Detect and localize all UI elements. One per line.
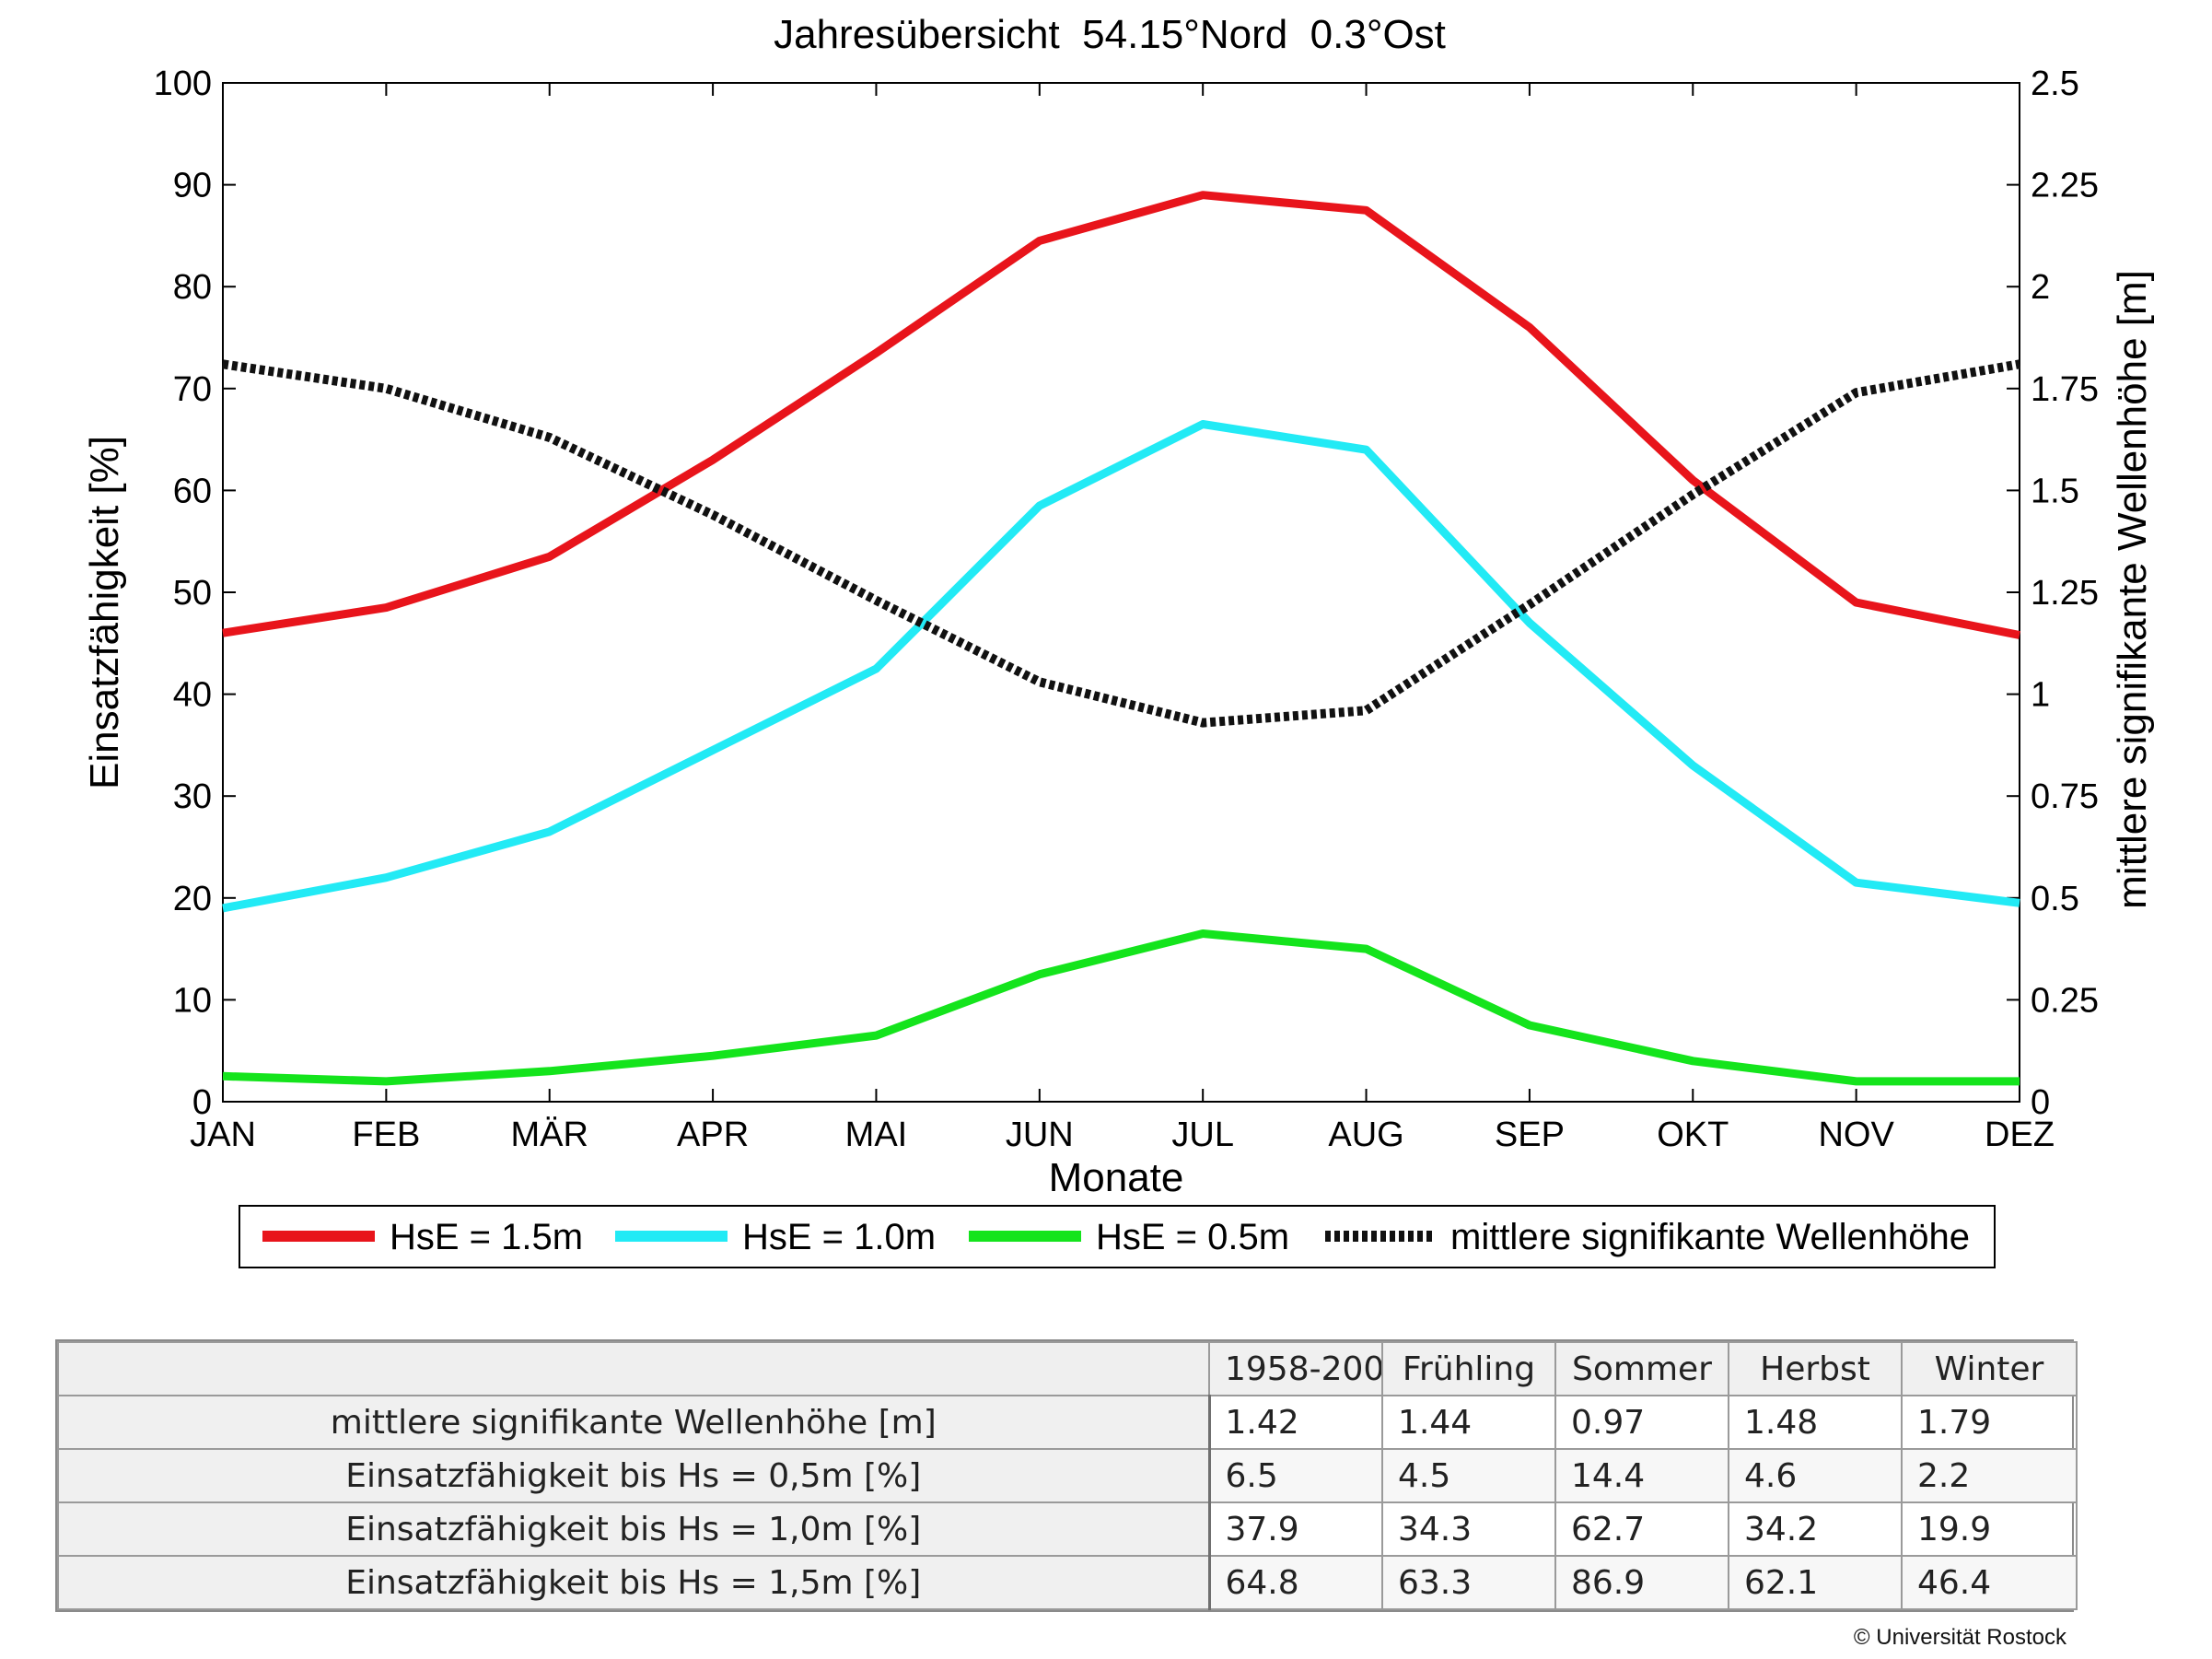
y-tick-label: 50	[173, 574, 212, 613]
copyright-notice: © Universität Rostock	[1853, 1625, 2066, 1650]
table-cell: 1.42	[1208, 1395, 1383, 1450]
x-tick-label: FEB	[352, 1116, 420, 1154]
table-cell: 62.7	[1554, 1501, 1729, 1557]
series-line	[222, 929, 2020, 1086]
x-tick-label: SEP	[1495, 1116, 1565, 1154]
y-tick-label: 100	[154, 64, 212, 103]
annual-overview-chart: Jahresübersicht 54.15°Nord 0.3°Ost 01020…	[82, 12, 2155, 1268]
table-cell: 46.4	[1901, 1555, 2078, 1610]
table-cell: 2.2	[1901, 1448, 2078, 1503]
y-tick-label: 20	[173, 880, 212, 918]
row-label: Einsatzfähigkeit bis Hs = 1,0m [%]	[57, 1501, 1211, 1557]
chart-title: Jahresübersicht 54.15°Nord 0.3°Ost	[774, 12, 1446, 57]
table-row: Einsatzfähigkeit bis Hs = 0,5m [%] 6.5 4…	[57, 1448, 2078, 1503]
legend-label: mittlere signifikante Wellenhöhe	[1450, 1217, 1970, 1257]
y2-tick-label: 0	[2031, 1083, 2050, 1122]
legend-label: HsE = 1.0m	[742, 1217, 936, 1257]
plot-area: 0 10 20 30 40 50 60 70 80 90 100 0 0.25 0.5 0.75 1 1.25 1…	[154, 64, 2099, 1154]
x-tick-label: JAN	[190, 1116, 256, 1154]
table-header-summer: Sommer	[1554, 1341, 1729, 1396]
x-axis-label: Monate	[1049, 1155, 1184, 1200]
y-axis-label: Einsatzfähigkeit [%]	[82, 436, 127, 789]
table-cell: 63.3	[1381, 1555, 1556, 1610]
legend-label: HsE = 1.5m	[390, 1217, 583, 1257]
table-row: Einsatzfähigkeit bis Hs = 1,5m [%] 64.8 …	[57, 1555, 2078, 1610]
series-line	[222, 191, 2020, 639]
table-cell: 4.5	[1381, 1448, 1556, 1503]
y2-tick-label: 0.75	[2031, 777, 2099, 816]
row-label: Einsatzfähigkeit bis Hs = 0,5m [%]	[57, 1448, 1211, 1503]
x-tick-label: AUG	[1328, 1116, 1403, 1154]
table-cell: 0.97	[1554, 1395, 1729, 1450]
legend-label: HsE = 0.5m	[1096, 1217, 1289, 1257]
table-cell: 62.1	[1728, 1555, 1903, 1610]
y2-tick-label: 0.25	[2031, 981, 2099, 1020]
x-tick-label: MAI	[845, 1116, 908, 1154]
table-row: mittlere signifikante Wellenhöhe [m] 1.4…	[57, 1395, 2078, 1450]
y2-tick-label: 2	[2031, 268, 2050, 307]
table-cell: 6.5	[1208, 1448, 1383, 1503]
table-cell: 64.8	[1208, 1555, 1383, 1610]
table-header-row: 1958-2007 Frühling Sommer Herbst Winter	[57, 1341, 2078, 1396]
table-cell: 37.9	[1208, 1501, 1383, 1557]
x-tick-label: JUN	[1006, 1116, 1074, 1154]
table-cell: 34.3	[1381, 1501, 1556, 1557]
table-cell: 1.44	[1381, 1395, 1556, 1450]
table-cell: 1.48	[1728, 1395, 1903, 1450]
table-cell: 4.6	[1728, 1448, 1903, 1503]
y2-axis-label: mittlere signifikante Wellenhöhe [m]	[2110, 270, 2155, 909]
table-corner-cell	[57, 1341, 1210, 1396]
y-tick-label: 60	[173, 472, 212, 510]
table-cell: 86.9	[1554, 1555, 1729, 1610]
legend: HsE = 1.5m HsE = 1.0m HsE = 0.5m mittlere s…	[239, 1205, 1996, 1268]
series-line	[222, 420, 2020, 913]
y-tick-label: 40	[173, 676, 212, 715]
y-tick-label: 70	[173, 370, 212, 409]
table-header-winter: Winter	[1901, 1341, 2078, 1396]
table-cell: 14.4	[1554, 1448, 1729, 1503]
y2-tick-label: 1	[2031, 676, 2050, 715]
row-label: Einsatzfähigkeit bis Hs = 1,5m [%]	[57, 1555, 1211, 1610]
x-tick-label: OKT	[1657, 1116, 1729, 1154]
table-row: Einsatzfähigkeit bis Hs = 1,0m [%] 37.9 …	[57, 1501, 2078, 1557]
table-cell: 19.9	[1901, 1501, 2078, 1557]
y-tick-label: 10	[173, 981, 212, 1020]
legend-box	[239, 1205, 1996, 1268]
table-header-spring: Frühling	[1381, 1341, 1556, 1396]
x-tick-label: MÄR	[511, 1116, 588, 1154]
axes-frame	[222, 82, 2020, 1103]
x-tick-label: NOV	[1818, 1116, 1894, 1154]
y-tick-label: 90	[173, 167, 212, 205]
x-tick-label: DEZ	[1985, 1116, 2055, 1154]
y2-tick-label: 1.75	[2031, 370, 2099, 409]
y2-tick-label: 2.25	[2031, 167, 2099, 205]
table-cell: 1.79	[1901, 1395, 2078, 1450]
table-cell: 34.2	[1728, 1501, 1903, 1557]
x-tick-label: JUL	[1171, 1116, 1234, 1154]
y2-tick-label: 0.5	[2031, 880, 2079, 918]
y-tick-label: 0	[192, 1083, 212, 1122]
y2-tick-label: 1.25	[2031, 574, 2099, 613]
y2-tick-label: 1.5	[2031, 472, 2079, 510]
statistics-table: 1958-2007 Frühling Sommer Herbst Winter …	[55, 1339, 2078, 1612]
table-header-autumn: Herbst	[1728, 1341, 1903, 1396]
x-tick-label: APR	[677, 1116, 749, 1154]
table-header-period: 1958-2007	[1208, 1341, 1383, 1396]
y2-tick-label: 2.5	[2031, 64, 2079, 103]
series-line	[222, 359, 2020, 728]
y-tick-label: 80	[173, 268, 212, 307]
y-tick-label: 30	[173, 777, 212, 816]
row-label: mittlere signifikante Wellenhöhe [m]	[57, 1395, 1211, 1450]
